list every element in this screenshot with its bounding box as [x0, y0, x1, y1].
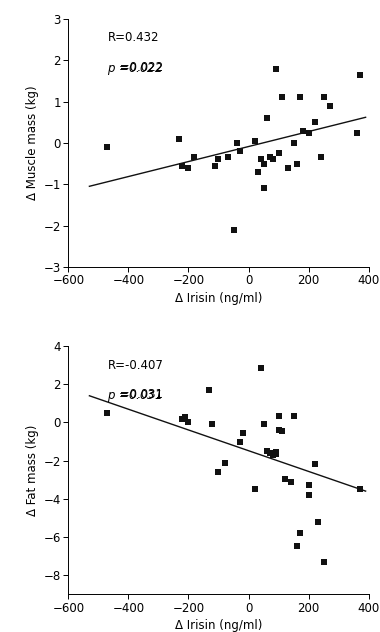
Point: [318, 152, 324, 162]
Point: [312, 117, 318, 127]
Text: $p$ =0.022: $p$ =0.022: [108, 61, 163, 77]
Point: [279, 426, 285, 436]
Point: [239, 428, 245, 438]
Point: [312, 459, 318, 470]
Point: [269, 450, 275, 460]
Point: [272, 447, 279, 457]
X-axis label: Δ Irisin (ng/ml): Δ Irisin (ng/ml): [175, 619, 262, 632]
Point: [272, 449, 279, 459]
Point: [288, 477, 294, 487]
Point: [266, 448, 272, 458]
Point: [105, 142, 111, 152]
Point: [206, 385, 212, 395]
Point: [282, 473, 288, 483]
Point: [260, 159, 266, 169]
Point: [296, 528, 302, 538]
Point: [258, 154, 264, 164]
Point: [260, 419, 266, 429]
Point: [285, 162, 291, 173]
Point: [293, 159, 299, 169]
Point: [296, 92, 302, 102]
Point: [290, 138, 296, 148]
Point: [353, 128, 359, 138]
Point: [212, 161, 218, 171]
Point: [260, 183, 266, 193]
Point: [252, 484, 258, 494]
Point: [306, 128, 312, 138]
Point: [192, 152, 198, 162]
Point: [276, 411, 282, 421]
Point: [255, 167, 261, 177]
Point: [209, 419, 215, 429]
Point: [105, 408, 111, 418]
Point: [230, 224, 236, 234]
Text: =0.031: =0.031: [116, 388, 163, 401]
Point: [276, 148, 282, 158]
Point: [179, 161, 185, 171]
Text: R=-0.407: R=-0.407: [108, 358, 163, 372]
Point: [179, 413, 185, 423]
Point: [185, 417, 192, 427]
Y-axis label: Δ Muscle mass (kg): Δ Muscle mass (kg): [26, 85, 39, 200]
Point: [225, 152, 231, 162]
Point: [236, 437, 242, 447]
Point: [185, 162, 192, 173]
Y-axis label: Δ Fat mass (kg): Δ Fat mass (kg): [26, 425, 39, 516]
X-axis label: Δ Irisin (ng/ml): Δ Irisin (ng/ml): [175, 291, 262, 305]
Point: [326, 100, 332, 111]
Point: [215, 154, 222, 164]
Point: [356, 70, 363, 80]
Text: =0.022: =0.022: [116, 61, 163, 74]
Point: [258, 363, 264, 373]
Point: [266, 152, 272, 162]
Point: [306, 480, 312, 490]
Point: [182, 411, 188, 422]
Point: [236, 146, 242, 156]
Point: [306, 490, 312, 500]
Point: [233, 138, 239, 148]
Point: [176, 134, 182, 144]
Point: [222, 458, 228, 468]
Point: [320, 92, 326, 102]
Point: [299, 126, 306, 136]
Point: [263, 446, 269, 456]
Point: [276, 425, 282, 435]
Point: [272, 63, 279, 73]
Point: [269, 154, 275, 164]
Point: [290, 411, 296, 421]
Point: [263, 113, 269, 123]
Point: [293, 542, 299, 552]
Point: [315, 516, 321, 526]
Point: [279, 92, 285, 102]
Point: [356, 484, 363, 494]
Point: [215, 467, 222, 477]
Point: [252, 136, 258, 146]
Point: [320, 557, 326, 567]
Text: R=0.432: R=0.432: [108, 32, 159, 44]
Text: $p$ =0.031: $p$ =0.031: [108, 388, 162, 404]
